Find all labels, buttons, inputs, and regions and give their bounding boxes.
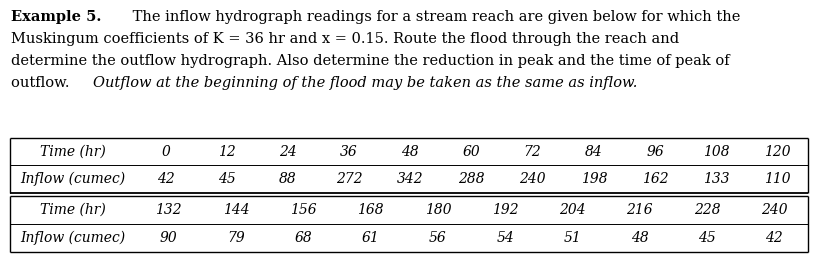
Text: 156: 156 bbox=[290, 203, 317, 217]
Text: 162: 162 bbox=[642, 172, 668, 186]
Text: 12: 12 bbox=[218, 144, 236, 158]
Text: 51: 51 bbox=[564, 231, 582, 245]
Text: 133: 133 bbox=[703, 172, 730, 186]
Text: 48: 48 bbox=[631, 231, 649, 245]
Text: 56: 56 bbox=[429, 231, 447, 245]
Text: 198: 198 bbox=[581, 172, 607, 186]
Text: 84: 84 bbox=[585, 144, 603, 158]
Text: 204: 204 bbox=[560, 203, 586, 217]
Text: 61: 61 bbox=[362, 231, 380, 245]
Text: 79: 79 bbox=[227, 231, 245, 245]
Text: 24: 24 bbox=[279, 144, 297, 158]
Text: The inflow hydrograph readings for a stream reach are given below for which the: The inflow hydrograph readings for a str… bbox=[128, 10, 740, 24]
Text: 108: 108 bbox=[703, 144, 730, 158]
Text: Outflow at the beginning of the flood may be taken as the same as inflow.: Outflow at the beginning of the flood ma… bbox=[93, 76, 637, 90]
Text: 240: 240 bbox=[761, 203, 788, 217]
Text: 192: 192 bbox=[492, 203, 519, 217]
Text: 180: 180 bbox=[425, 203, 452, 217]
Text: 288: 288 bbox=[458, 172, 485, 186]
Text: Time (hr): Time (hr) bbox=[39, 203, 106, 217]
Text: 36: 36 bbox=[340, 144, 358, 158]
Text: 45: 45 bbox=[218, 172, 236, 186]
Text: 144: 144 bbox=[222, 203, 249, 217]
Text: 96: 96 bbox=[646, 144, 664, 158]
Text: 45: 45 bbox=[699, 231, 716, 245]
Text: 132: 132 bbox=[155, 203, 182, 217]
Text: 42: 42 bbox=[766, 231, 783, 245]
Text: 168: 168 bbox=[357, 203, 384, 217]
Text: Example 5.: Example 5. bbox=[11, 10, 101, 24]
Text: 120: 120 bbox=[764, 144, 791, 158]
Text: 60: 60 bbox=[463, 144, 480, 158]
Text: outflow.: outflow. bbox=[11, 76, 74, 90]
Text: 42: 42 bbox=[157, 172, 174, 186]
Text: 342: 342 bbox=[397, 172, 424, 186]
Text: 88: 88 bbox=[279, 172, 297, 186]
Text: Inflow (cumec): Inflow (cumec) bbox=[20, 231, 125, 245]
Text: 272: 272 bbox=[336, 172, 362, 186]
Text: 110: 110 bbox=[764, 172, 791, 186]
Text: Inflow (cumec): Inflow (cumec) bbox=[20, 172, 125, 186]
Text: 68: 68 bbox=[294, 231, 312, 245]
Text: 216: 216 bbox=[627, 203, 653, 217]
Text: Time (hr): Time (hr) bbox=[39, 144, 106, 158]
Text: 48: 48 bbox=[402, 144, 419, 158]
Text: 72: 72 bbox=[524, 144, 542, 158]
Text: Muskingum coefficients of K = 36 hr and x = 0.15. Route the flood through the re: Muskingum coefficients of K = 36 hr and … bbox=[11, 32, 680, 46]
Text: 240: 240 bbox=[519, 172, 546, 186]
Text: 228: 228 bbox=[694, 203, 721, 217]
Text: 0: 0 bbox=[161, 144, 170, 158]
Text: determine the outflow hydrograph. Also determine the reduction in peak and the t: determine the outflow hydrograph. Also d… bbox=[11, 54, 730, 68]
Text: 54: 54 bbox=[497, 231, 514, 245]
Text: 90: 90 bbox=[160, 231, 178, 245]
